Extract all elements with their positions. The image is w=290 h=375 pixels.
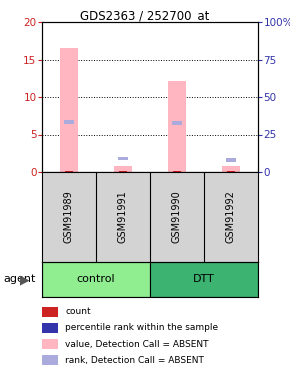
Text: count: count xyxy=(65,308,91,316)
Bar xyxy=(227,171,235,172)
Bar xyxy=(59,48,79,172)
Bar xyxy=(119,171,127,172)
Bar xyxy=(65,171,73,172)
Bar xyxy=(168,81,186,172)
Text: rank, Detection Call = ABSENT: rank, Detection Call = ABSENT xyxy=(65,356,204,364)
Bar xyxy=(42,262,150,297)
Text: value, Detection Call = ABSENT: value, Detection Call = ABSENT xyxy=(65,339,209,348)
Text: control: control xyxy=(77,274,115,285)
Bar xyxy=(118,157,128,160)
Text: GSM91990: GSM91990 xyxy=(172,190,182,243)
Text: GDS2363 / 252700_at: GDS2363 / 252700_at xyxy=(80,9,210,22)
Text: GSM91992: GSM91992 xyxy=(226,190,236,243)
Text: DTT: DTT xyxy=(193,274,215,285)
Text: agent: agent xyxy=(3,274,35,285)
Text: percentile rank within the sample: percentile rank within the sample xyxy=(65,324,218,333)
Bar xyxy=(226,158,236,162)
Bar xyxy=(150,262,258,297)
Text: ▶: ▶ xyxy=(20,273,29,286)
Text: GSM91991: GSM91991 xyxy=(118,190,128,243)
Bar xyxy=(114,166,133,172)
Bar xyxy=(172,122,182,125)
Bar xyxy=(64,120,74,124)
Bar xyxy=(222,166,240,172)
Text: GSM91989: GSM91989 xyxy=(64,190,74,243)
Bar xyxy=(173,171,181,172)
